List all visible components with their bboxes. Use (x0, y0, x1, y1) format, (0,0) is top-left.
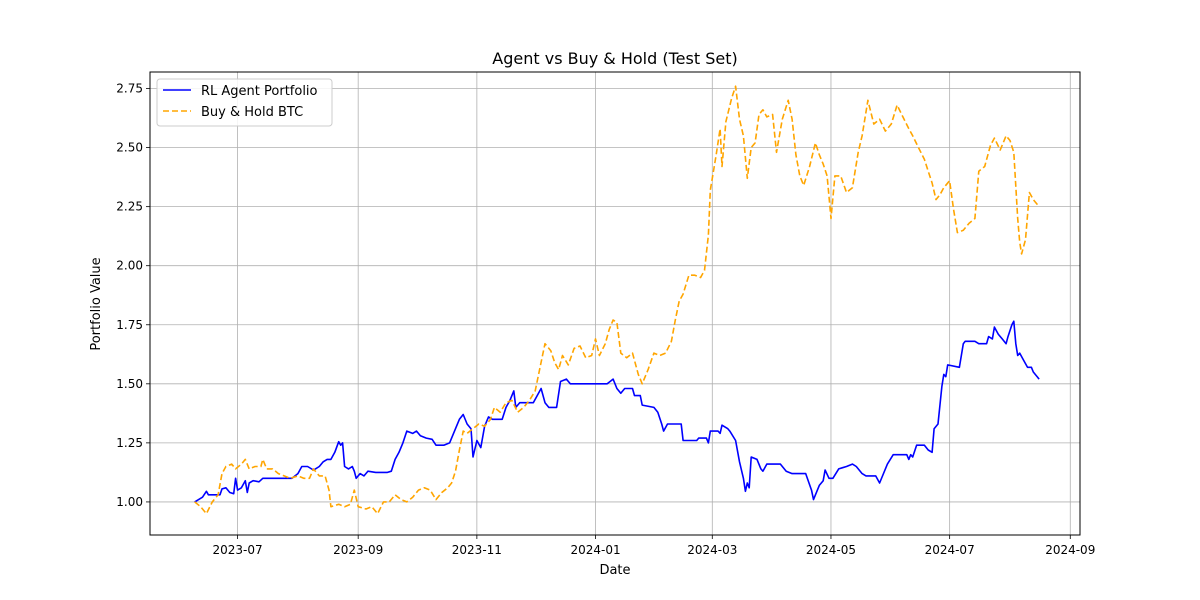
y-tick-label: 1.75 (116, 318, 143, 332)
y-axis-label: Portfolio Value (89, 257, 104, 350)
legend-label-agent: RL Agent Portfolio (201, 84, 318, 99)
y-tick-label: 2.00 (116, 259, 143, 273)
x-tick-label: 2024-07 (925, 543, 975, 557)
legend-label-buyhold: Buy & Hold BTC (201, 105, 303, 120)
x-axis-label: Date (599, 563, 630, 578)
legend: RL Agent Portfolio Buy & Hold BTC (156, 78, 333, 127)
x-tick-label: 2024-01 (570, 543, 620, 557)
y-tick-label: 1.00 (116, 495, 143, 509)
x-tick-label: 2023-07 (212, 543, 262, 557)
plot-area-frame (149, 71, 1081, 536)
legend-box (156, 78, 333, 127)
series-line-rl-agent (194, 320, 1040, 503)
y-tick-label: 2.50 (116, 141, 143, 155)
y-tick-label: 2.75 (116, 82, 143, 96)
series-layer (194, 85, 1040, 515)
x-tick-label: 2024-03 (687, 543, 737, 557)
x-axis: 2023-07 2023-09 2023-11 2024-01 2024-03 2024-… (212, 535, 1095, 557)
x-tick-label: 2024-05 (806, 543, 856, 557)
y-axis: 1.00 1.25 1.50 1.75 2.00 2.25 2.50 2.75 (116, 82, 150, 509)
x-tick-label: 2023-11 (452, 543, 502, 557)
chart-title: Agent vs Buy & Hold (Test Set) (492, 49, 737, 68)
series-line-buy-hold (194, 85, 1040, 515)
y-tick-label: 1.25 (116, 436, 143, 450)
y-tick-label: 1.50 (116, 377, 143, 391)
y-tick-label: 2.25 (116, 200, 143, 214)
x-tick-label: 2023-09 (333, 543, 383, 557)
x-tick-label: 2024-09 (1045, 543, 1095, 557)
